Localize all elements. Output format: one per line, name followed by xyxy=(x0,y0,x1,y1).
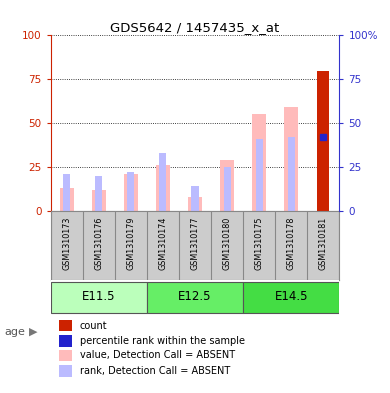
Title: GDS5642 / 1457435_x_at: GDS5642 / 1457435_x_at xyxy=(110,21,280,34)
Text: rank, Detection Call = ABSENT: rank, Detection Call = ABSENT xyxy=(80,366,230,376)
Bar xyxy=(252,114,266,211)
Bar xyxy=(63,174,70,211)
Text: GSM1310176: GSM1310176 xyxy=(94,217,103,270)
Bar xyxy=(92,190,106,211)
Bar xyxy=(284,107,298,211)
Text: ▶: ▶ xyxy=(29,327,38,337)
Text: age: age xyxy=(4,327,25,337)
Text: GSM1310173: GSM1310173 xyxy=(62,217,71,270)
Text: GSM1310177: GSM1310177 xyxy=(190,217,200,270)
Text: percentile rank within the sample: percentile rank within the sample xyxy=(80,336,245,346)
Text: GSM1310178: GSM1310178 xyxy=(287,217,296,270)
Text: E12.5: E12.5 xyxy=(178,290,212,303)
Text: value, Detection Call = ABSENT: value, Detection Call = ABSENT xyxy=(80,350,235,360)
Bar xyxy=(128,173,135,211)
Bar xyxy=(59,365,73,376)
Bar xyxy=(59,320,73,331)
Bar xyxy=(124,174,138,211)
Text: GSM1310180: GSM1310180 xyxy=(223,217,232,270)
Bar xyxy=(160,153,167,211)
Text: count: count xyxy=(80,321,107,331)
Bar xyxy=(220,160,234,211)
Text: E14.5: E14.5 xyxy=(275,290,308,303)
Text: GSM1310175: GSM1310175 xyxy=(255,217,264,270)
Bar xyxy=(60,188,74,211)
Bar xyxy=(188,197,202,211)
Bar xyxy=(147,282,243,313)
Bar xyxy=(156,165,170,211)
Bar xyxy=(255,139,262,211)
Bar xyxy=(191,186,199,211)
Bar xyxy=(288,137,295,211)
Bar xyxy=(243,282,339,313)
Text: GSM1310174: GSM1310174 xyxy=(158,217,167,270)
Bar xyxy=(51,282,147,313)
Bar xyxy=(95,176,102,211)
Text: E11.5: E11.5 xyxy=(82,290,115,303)
Bar xyxy=(59,335,73,347)
Text: GSM1310181: GSM1310181 xyxy=(319,217,328,270)
Bar xyxy=(59,350,73,361)
Bar xyxy=(317,70,330,211)
Bar xyxy=(223,167,230,211)
Text: GSM1310179: GSM1310179 xyxy=(126,217,135,270)
